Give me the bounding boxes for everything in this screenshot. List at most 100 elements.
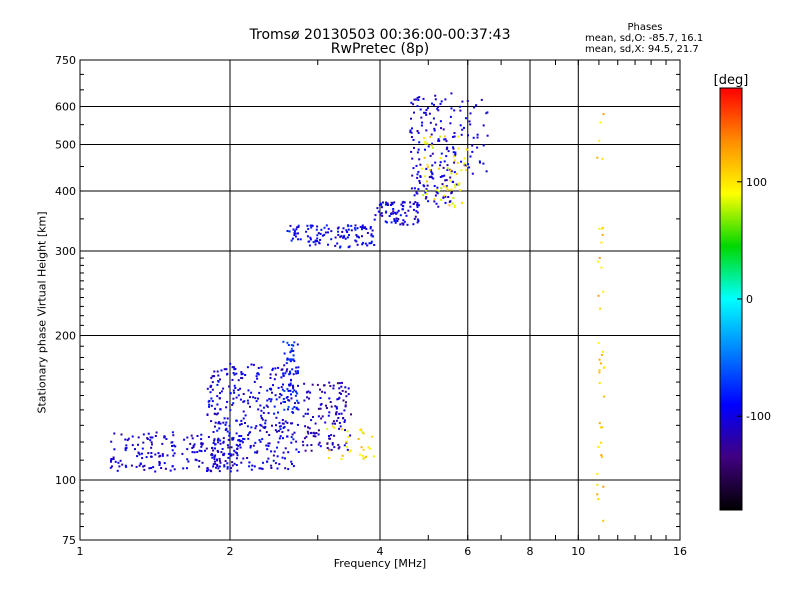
data-point: [402, 200, 405, 203]
data-point: [428, 176, 431, 179]
data-point: [335, 406, 338, 409]
data-point: [422, 194, 425, 197]
data-point: [424, 197, 427, 200]
data-point: [317, 407, 320, 410]
data-point: [416, 176, 419, 179]
data-point: [214, 407, 216, 410]
data-point: [214, 454, 217, 457]
data-point: [253, 465, 256, 468]
data-point: [321, 415, 324, 418]
data-point: [231, 378, 234, 381]
data-point: [273, 405, 276, 408]
data-point: [251, 464, 254, 467]
data-point: [237, 439, 240, 442]
data-point: [450, 188, 453, 191]
data-point: [277, 366, 280, 369]
data-point: [450, 172, 453, 175]
data-point: [216, 395, 219, 398]
data-point: [335, 407, 338, 410]
data-point: [361, 224, 364, 227]
data-point: [235, 443, 238, 446]
data-point: [306, 224, 309, 227]
data-point: [452, 147, 455, 150]
data-point: [318, 242, 321, 245]
data-point: [274, 373, 277, 376]
data-point: [293, 341, 296, 344]
chart-subtitle: RwPretec (8p): [330, 41, 430, 57]
data-point: [468, 120, 471, 123]
data-point: [281, 456, 284, 459]
data-point: [126, 439, 129, 442]
data-point: [266, 405, 269, 408]
data-point: [340, 392, 342, 395]
data-point: [442, 196, 445, 199]
data-point: [293, 230, 296, 233]
data-point: [486, 134, 489, 137]
data-point: [446, 188, 449, 191]
data-point: [297, 451, 300, 453]
data-point: [336, 242, 339, 245]
data-point: [344, 390, 347, 393]
data-point: [403, 201, 406, 204]
data-point: [454, 151, 457, 154]
data-point: [365, 455, 368, 458]
data-point: [150, 446, 153, 449]
data-point: [288, 230, 291, 233]
data-point: [460, 160, 463, 163]
data-point: [290, 460, 293, 463]
data-point: [130, 464, 133, 467]
data-point: [228, 424, 231, 427]
data-point: [307, 432, 310, 435]
data-point: [418, 141, 421, 144]
data-point: [150, 441, 153, 444]
data-point: [378, 203, 381, 206]
data-point: [410, 136, 413, 138]
data-point: [411, 157, 414, 160]
data-point: [370, 233, 373, 236]
data-point: [435, 202, 438, 205]
data-point: [125, 447, 128, 449]
data-point: [396, 220, 399, 222]
data-point: [290, 422, 292, 425]
data-point: [222, 387, 225, 390]
data-point: [290, 397, 293, 400]
y-tick-label: 75: [62, 534, 76, 547]
data-point: [239, 443, 241, 446]
data-point: [268, 397, 271, 400]
data-point: [362, 457, 365, 460]
data-point: [269, 377, 272, 379]
data-point: [241, 377, 244, 380]
data-point: [344, 429, 346, 432]
data-point: [337, 443, 340, 446]
data-point: [317, 232, 320, 235]
data-point: [321, 234, 324, 237]
data-point: [341, 381, 343, 384]
data-point: [233, 462, 236, 465]
data-point: [113, 448, 116, 451]
data-point: [279, 428, 282, 431]
data-point: [486, 111, 489, 114]
data-point: [303, 382, 306, 385]
data-point: [286, 357, 289, 360]
data-point: [154, 435, 157, 437]
data-point: [338, 387, 341, 390]
data-point: [319, 232, 322, 235]
data-point: [211, 375, 214, 378]
data-point: [226, 372, 229, 375]
data-point: [463, 157, 466, 160]
data-point: [158, 455, 161, 458]
data-point: [426, 166, 429, 169]
data-point: [431, 102, 433, 105]
data-point: [311, 224, 313, 227]
data-point: [248, 432, 251, 435]
data-point: [362, 448, 365, 451]
data-point: [218, 421, 221, 424]
data-point: [426, 107, 429, 110]
x-tick-label: 8: [527, 545, 534, 558]
data-point: [274, 462, 277, 465]
data-point: [233, 449, 236, 452]
data-point: [319, 445, 322, 448]
data-point: [395, 212, 398, 215]
data-point: [347, 225, 350, 228]
data-point: [277, 429, 280, 432]
